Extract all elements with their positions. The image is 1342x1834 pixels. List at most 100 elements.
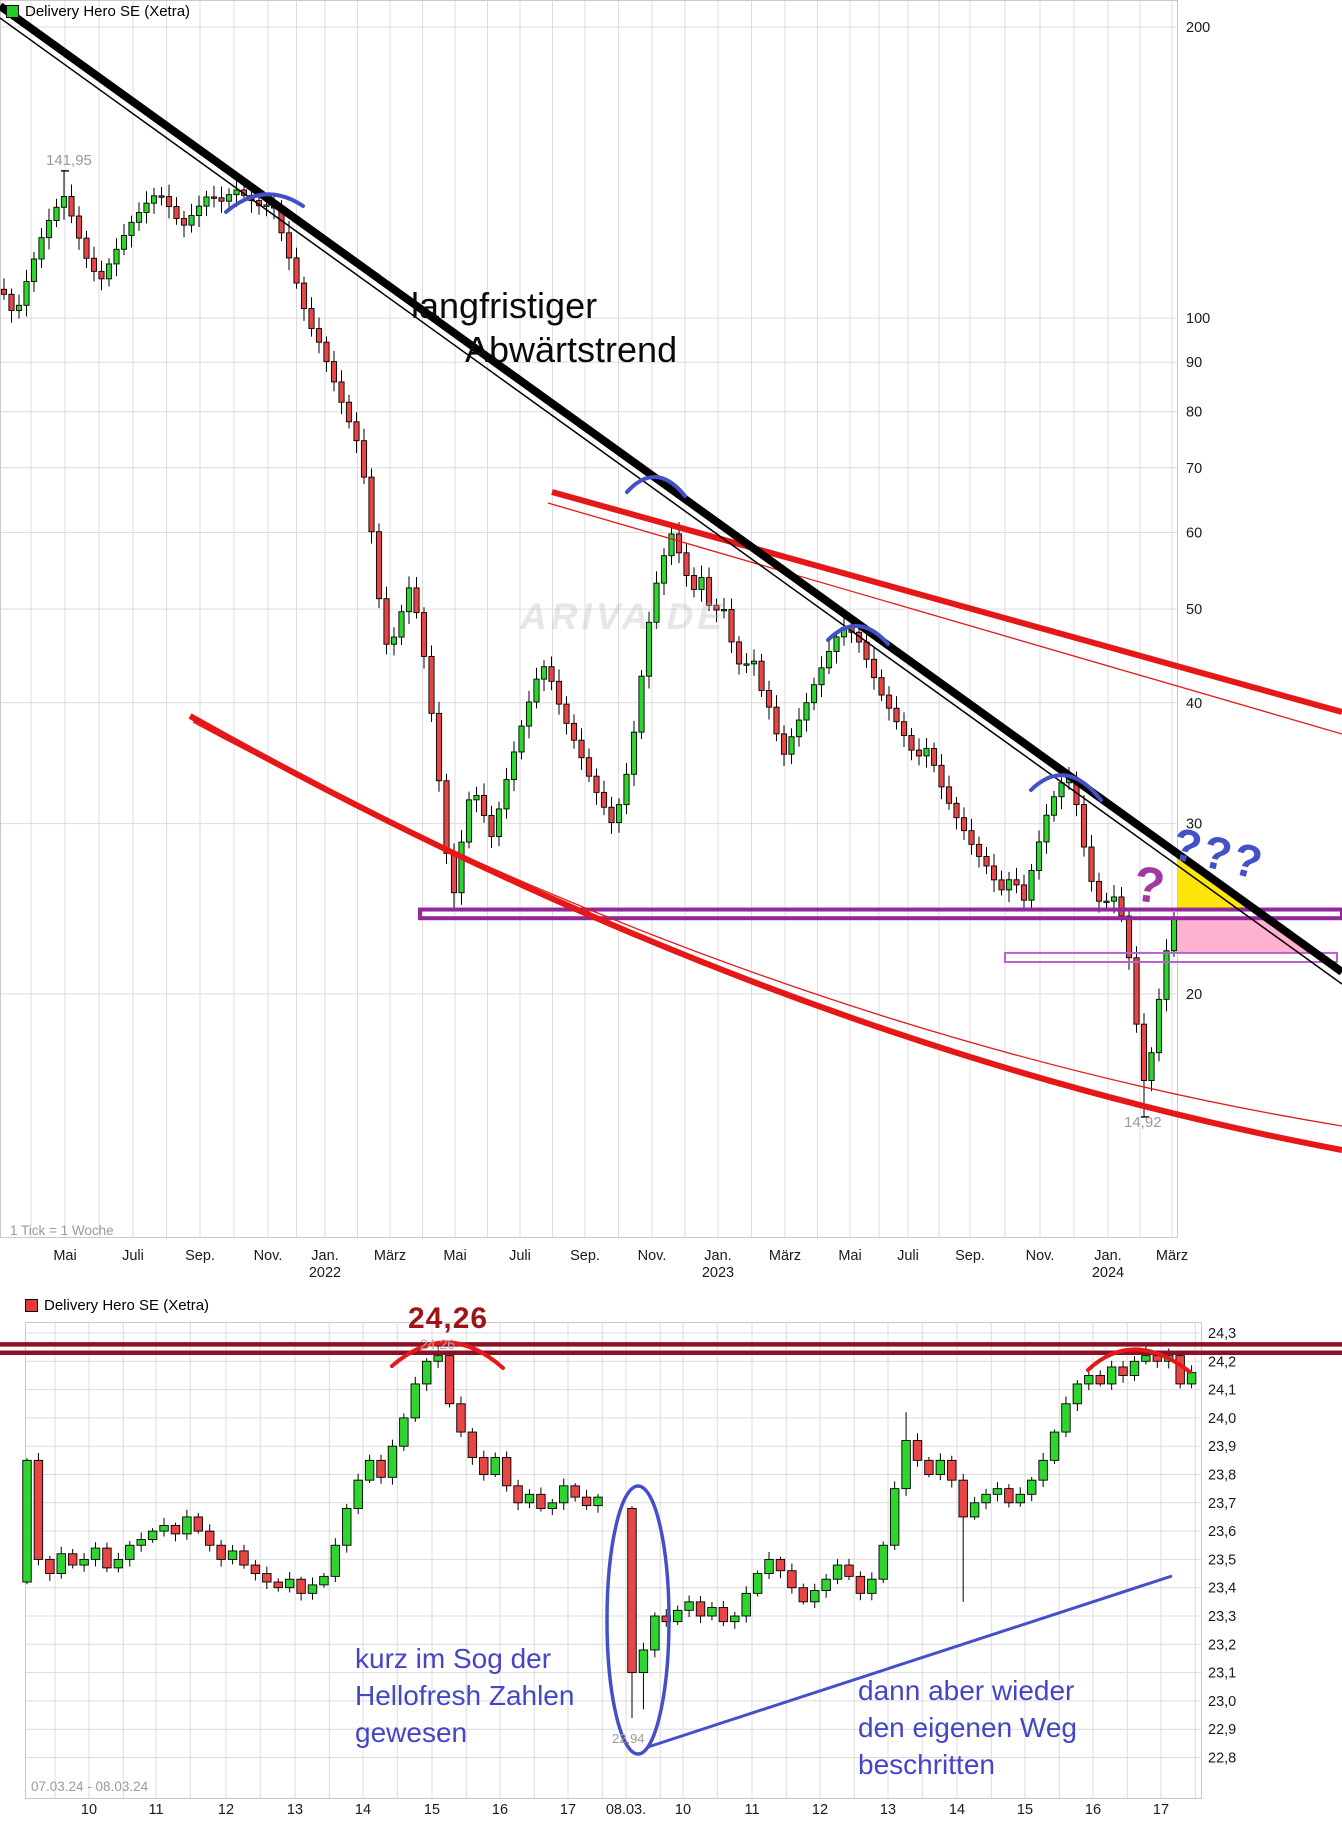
svg-text:13: 13 xyxy=(880,1802,896,1818)
svg-text:23,0: 23,0 xyxy=(1208,1694,1236,1710)
svg-text:23,7: 23,7 xyxy=(1208,1496,1236,1512)
note-own-way-line3: beschritten xyxy=(858,1749,995,1780)
svg-text:23,1: 23,1 xyxy=(1208,1666,1236,1682)
hellofresh-dip-ellipse xyxy=(605,1484,671,1756)
svg-text:Jan.: Jan. xyxy=(704,1248,731,1264)
peak-arc-left xyxy=(390,1340,505,1370)
svg-text:11: 11 xyxy=(744,1802,759,1818)
svg-text:23,4: 23,4 xyxy=(1208,1581,1236,1597)
svg-text:80: 80 xyxy=(1186,405,1202,421)
downtrend-annotation-line2: Abwärtstrend xyxy=(465,329,678,370)
svg-text:14: 14 xyxy=(355,1802,371,1818)
svg-text:Nov.: Nov. xyxy=(1026,1248,1055,1264)
note-hellofresh-line2: Hellofresh Zahlen xyxy=(355,1680,575,1711)
svg-text:40: 40 xyxy=(1186,696,1202,712)
svg-text:Nov.: Nov. xyxy=(254,1248,283,1264)
svg-text:23,3: 23,3 xyxy=(1208,1609,1236,1625)
svg-text:10: 10 xyxy=(81,1802,97,1818)
note-hellofresh-line1: kurz im Sog der xyxy=(355,1643,552,1674)
svg-text:Sep.: Sep. xyxy=(955,1248,985,1264)
svg-text:50: 50 xyxy=(1186,602,1202,618)
svg-text:Jan.: Jan. xyxy=(1094,1248,1121,1264)
high-price-label-gray: 24,26 xyxy=(420,1336,456,1352)
tick-note: 1 Tick = 1 Woche xyxy=(10,1223,114,1238)
series-color-icon xyxy=(6,5,19,18)
svg-text:90: 90 xyxy=(1186,355,1202,371)
support-band-rect xyxy=(418,907,1342,921)
svg-text:Jan.: Jan. xyxy=(311,1248,338,1264)
svg-text:17: 17 xyxy=(560,1802,576,1818)
svg-text:100: 100 xyxy=(1186,311,1210,327)
trend-lines xyxy=(0,2,1342,1153)
svg-text:11: 11 xyxy=(148,1802,163,1818)
svg-text:24,3: 24,3 xyxy=(1208,1326,1236,1342)
svg-text:15: 15 xyxy=(1017,1802,1033,1818)
peak-price-annotation: 24,26 xyxy=(408,1302,489,1335)
pink-wedge xyxy=(1178,919,1316,953)
svg-text:2023: 2023 xyxy=(702,1265,734,1281)
note-hellofresh: kurz im Sog der Hellofresh Zahlen gewese… xyxy=(355,1640,574,1751)
svg-text:März: März xyxy=(769,1248,801,1264)
axis-labels: 200 100 90 80 70 60 50 40 30 20 Mai Juli Sep. Nov. Jan… xyxy=(53,20,1236,1818)
svg-text:20: 20 xyxy=(1186,987,1202,1003)
peak-arc-right xyxy=(1086,1347,1192,1374)
note-own-way-line1: dann aber wieder xyxy=(858,1675,1075,1706)
downtrend-annotation-line1: langfristiger xyxy=(411,285,598,326)
svg-text:Sep.: Sep. xyxy=(570,1248,600,1264)
svg-text:2024: 2024 xyxy=(1092,1265,1124,1281)
svg-text:60: 60 xyxy=(1186,526,1202,542)
svg-text:23,8: 23,8 xyxy=(1208,1468,1236,1484)
low-price-label-intraday: 22,94 xyxy=(612,1731,645,1746)
svg-text:Mai: Mai xyxy=(838,1248,861,1264)
support-bands xyxy=(418,907,1342,963)
svg-text:24,0: 24,0 xyxy=(1208,1411,1236,1427)
svg-text:Nov.: Nov. xyxy=(638,1248,667,1264)
svg-text:24,2: 24,2 xyxy=(1208,1354,1236,1370)
svg-text:16: 16 xyxy=(492,1802,508,1818)
svg-text:März: März xyxy=(374,1248,406,1264)
high-price-label: 141,95 xyxy=(46,152,92,169)
svg-text:März: März xyxy=(1156,1248,1188,1264)
svg-text:22,9: 22,9 xyxy=(1208,1722,1236,1738)
svg-text:70: 70 xyxy=(1186,461,1202,477)
downtrend-annotation: langfristiger Abwärtstrend xyxy=(411,284,677,372)
watermark: ARIVA.DE xyxy=(520,596,727,637)
svg-text:200: 200 xyxy=(1186,20,1210,36)
top-chart-title: Delivery Hero SE (Xetra) xyxy=(6,3,190,20)
note-own-way-line2: den eigenen Weg xyxy=(858,1712,1077,1743)
note-own-way: dann aber wieder den eigenen Weg beschri… xyxy=(858,1672,1077,1783)
bottom-chart-title: Delivery Hero SE (Xetra) xyxy=(25,1297,209,1314)
svg-text:13: 13 xyxy=(287,1802,303,1818)
svg-text:14: 14 xyxy=(949,1802,965,1818)
svg-text:12: 12 xyxy=(812,1802,828,1818)
svg-text:23,6: 23,6 xyxy=(1208,1524,1236,1540)
svg-text:Sep.: Sep. xyxy=(185,1248,215,1264)
svg-text:Juli: Juli xyxy=(897,1248,919,1264)
svg-text:30: 30 xyxy=(1186,817,1202,833)
bottom-chart-title-label: Delivery Hero SE (Xetra) xyxy=(44,1297,210,1314)
svg-text:Juli: Juli xyxy=(122,1248,144,1264)
svg-text:23,5: 23,5 xyxy=(1208,1552,1236,1568)
svg-text:16: 16 xyxy=(1085,1802,1101,1818)
svg-text:15: 15 xyxy=(424,1802,440,1818)
low-price-label: 14,92 xyxy=(1124,1114,1162,1131)
svg-text:22,8: 22,8 xyxy=(1208,1751,1236,1767)
svg-text:17: 17 xyxy=(1153,1802,1169,1818)
note-hellofresh-line3: gewesen xyxy=(355,1717,468,1748)
svg-text:10: 10 xyxy=(675,1802,691,1818)
top-chart-title-label: Delivery Hero SE (Xetra) xyxy=(25,3,191,20)
svg-text:Juli: Juli xyxy=(509,1248,531,1264)
trendline-touch-arcs xyxy=(224,192,1103,802)
intraday-candles xyxy=(22,1344,1197,1718)
svg-text:23,2: 23,2 xyxy=(1208,1637,1236,1653)
weekly-candles xyxy=(0,170,1178,1118)
svg-text:Mai: Mai xyxy=(443,1248,466,1264)
svg-text:08.03.: 08.03. xyxy=(606,1802,646,1818)
secondary-band-rect xyxy=(1004,951,1338,963)
svg-text:23,9: 23,9 xyxy=(1208,1439,1236,1455)
date-range-note: 07.03.24 - 08.03.24 xyxy=(31,1779,149,1794)
svg-text:12: 12 xyxy=(218,1802,234,1818)
svg-text:Mai: Mai xyxy=(53,1248,76,1264)
